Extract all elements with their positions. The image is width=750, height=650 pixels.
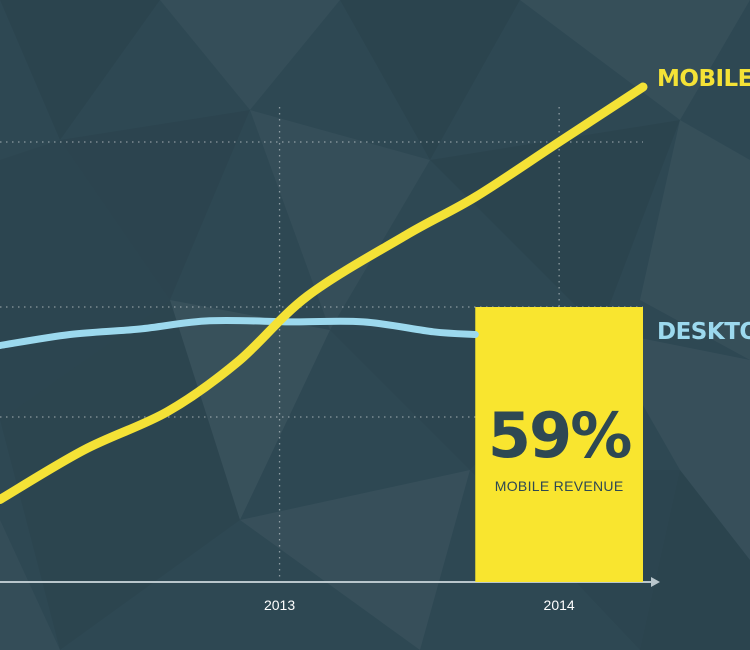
background-facet (0, 300, 240, 650)
x-tick-labels: 2013 2014 (264, 597, 575, 613)
gridlines (0, 107, 643, 582)
series-labels: MOBILE DESKTOP (657, 66, 750, 345)
series-label-mobile: MOBILE (657, 66, 750, 92)
callout-box (475, 307, 643, 582)
x-tick-label-2014: 2014 (544, 597, 575, 613)
background-facet (0, 0, 160, 140)
background-facet (160, 0, 340, 110)
background-facet (240, 470, 470, 650)
series-line-mobile (0, 82, 648, 504)
series-lines (0, 82, 648, 504)
background-facet (170, 300, 330, 520)
background-facet (250, 110, 430, 330)
background-facet (340, 0, 520, 160)
x-tick-label-2013: 2013 (264, 597, 295, 613)
callout-value: 59% (488, 399, 631, 472)
x-axis-arrow-icon (651, 577, 660, 587)
background-facet (640, 470, 750, 650)
callout-box-layer (475, 307, 643, 582)
callout-label: MOBILE REVENUE (495, 478, 624, 494)
background-facet (520, 0, 750, 120)
series-label-desktop: DESKTOP (657, 319, 750, 345)
series-line-desktop (0, 316, 479, 349)
background-facet (430, 120, 680, 330)
callout-text-layer: 59% MOBILE REVENUE (488, 399, 633, 494)
background-facet (640, 120, 750, 360)
background-facet (60, 110, 250, 300)
